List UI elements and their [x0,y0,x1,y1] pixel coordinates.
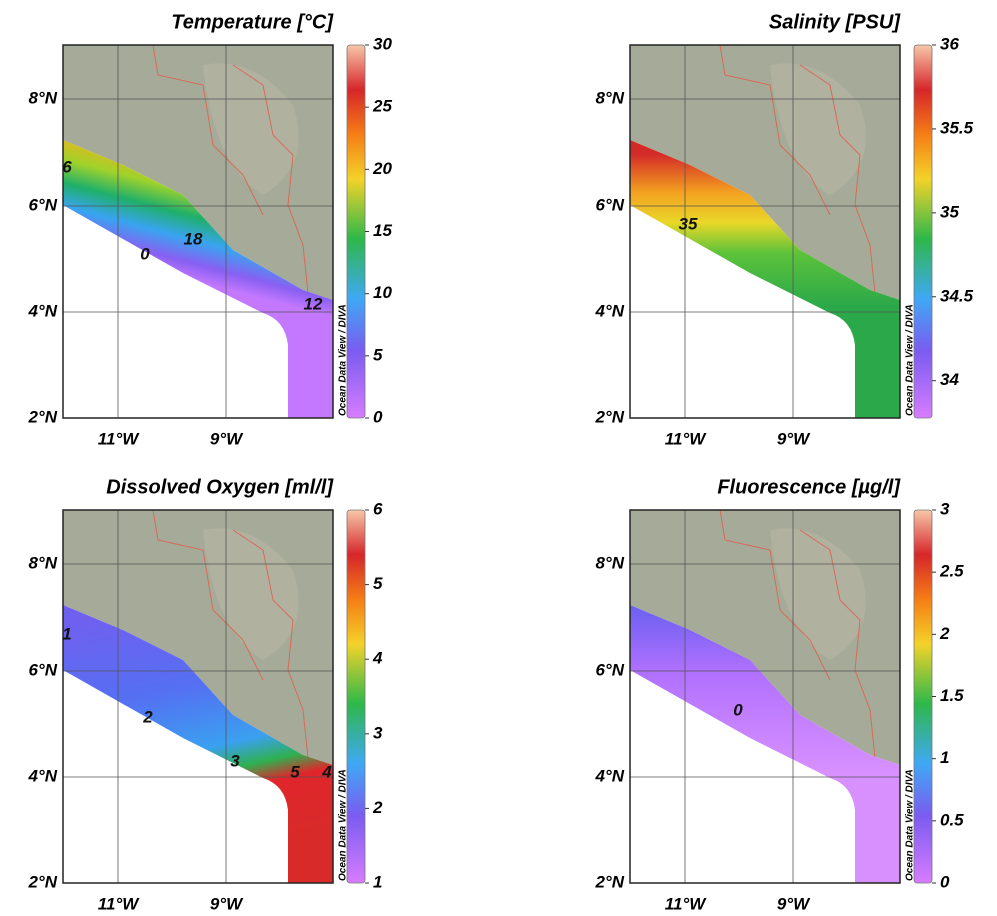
colorbar-label: 2 [372,798,383,817]
colorbar-label: 0 [373,407,383,426]
panel-title: Salinity [PSU] [769,11,901,33]
lat-label: 8°N [595,553,624,572]
colorbar-label: 35.5 [940,118,974,137]
lat-label: 8°N [28,553,57,572]
lon-label: 9°W [777,894,811,911]
colorbar-label: 15 [373,221,392,240]
colorbar-label: 0 [940,872,950,891]
lat-label: 4°N [594,766,624,785]
colorbar [347,45,365,418]
lon-label: 9°W [777,429,811,448]
lat-label: 6°N [595,195,624,214]
colorbar-label: 2 [939,624,950,643]
contour-label: 0 [733,700,743,719]
contour-label: 18 [184,229,203,248]
colorbar-label: 3 [940,499,950,518]
lon-label: 11°W [98,894,140,911]
colorbar-label: 1 [373,872,382,891]
colorbar-label: 1.5 [940,686,964,705]
lat-label: 8°N [595,88,624,107]
contour-label: 4 [321,762,332,781]
colorbar [914,510,932,883]
contour-label: 12 [304,294,323,313]
lat-label: 4°N [27,766,57,785]
colorbar-label: 1 [940,748,949,767]
colorbar [347,510,365,883]
colorbar-label: 4 [372,649,383,668]
contour-label: 2 [142,707,153,726]
colorbar-label: 0.5 [940,810,964,829]
lon-label: 9°W [210,894,244,911]
colorbar-label: 3 [373,723,383,742]
panels: Temperature [°C] 11°W 9°W 8°N 6°N 4°N 2°N 6 18 0 1… [27,11,973,911]
lat-label: 2°N [27,872,57,891]
contour-label: 5 [290,762,300,781]
contour-label: 0 [140,244,150,263]
lat-label: 4°N [594,301,624,320]
colorbar-label: 20 [372,159,392,178]
panel-title: Fluorescence [µg/l] [717,476,901,498]
colorbar-label: 5 [373,574,383,593]
lat-label: 8°N [28,88,57,107]
lat-label: 6°N [28,195,57,214]
map-panel: Dissolved Oxygen [ml/l] 11°W 9°W 8°N 6°N 4°N 2… [27,476,383,911]
lat-label: 2°N [594,872,624,891]
colorbar-label: 34.5 [940,286,974,305]
colorbar-label: 35 [940,202,959,221]
contour-label: 1 [62,624,71,643]
colorbar-label: 2.5 [939,562,964,581]
contour-label: 35 [679,214,698,233]
figure: Temperature [°C] 11°W 9°W 8°N 6°N 4°N 2°N 6 18 0 1… [0,0,997,911]
colorbar-label: 10 [373,283,392,302]
colorbar-label: 36 [940,34,959,53]
colorbar-label: 5 [373,345,383,364]
lon-label: 11°W [665,429,707,448]
lon-label: 11°W [98,429,140,448]
contour-label: 3 [230,751,240,770]
lat-label: 6°N [595,660,624,679]
colorbar-label: 25 [372,97,392,116]
lat-label: 4°N [27,301,57,320]
panel-title: Temperature [°C] [171,11,334,33]
lat-label: 2°N [594,407,624,426]
lat-label: 6°N [28,660,57,679]
lon-label: 9°W [210,429,244,448]
lat-label: 2°N [27,407,57,426]
colorbar-label: 30 [373,34,392,53]
colorbar [914,45,932,418]
colorbar-label: 34 [940,370,959,389]
colorbar-label: 6 [373,499,383,518]
lon-label: 11°W [665,894,707,911]
contour-label: 6 [62,157,72,176]
panel-title: Dissolved Oxygen [ml/l] [106,476,334,498]
map-panel: Temperature [°C] 11°W 9°W 8°N 6°N 4°N 2°N 6 18 0 1… [27,11,392,448]
